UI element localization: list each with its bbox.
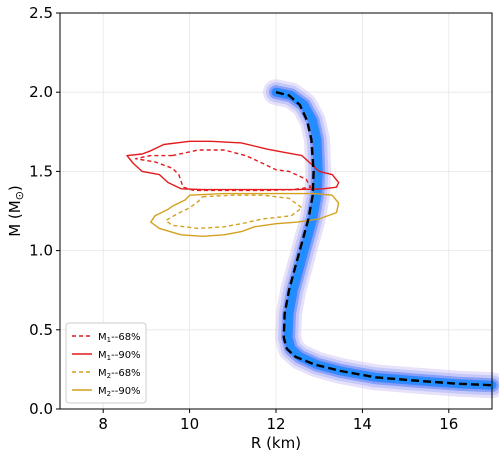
- legend-label: M2--90%: [98, 386, 141, 398]
- contour-m2-68-: [165, 194, 303, 230]
- legend-label: M1--68%: [98, 332, 141, 344]
- credible-contours: [126, 140, 340, 238]
- legend-label-sub: 1: [107, 354, 111, 362]
- legend-label-rest: --90%: [111, 386, 140, 397]
- x-axis-title: R (km): [251, 434, 301, 452]
- x-tick-label: 12: [266, 415, 285, 433]
- legend-label-main: M: [98, 386, 107, 397]
- contour-m1-90-: [126, 140, 340, 191]
- legend-label-main: M: [98, 332, 107, 343]
- y-tick-label: 2.5: [29, 4, 53, 22]
- legend: M1--68%M1--90%M2--68%M2--90%: [65, 322, 147, 404]
- legend-label: M2--68%: [98, 368, 141, 380]
- mass-radius-curve: [275, 91, 493, 387]
- x-tick-label: 10: [180, 415, 199, 433]
- y-tick-label: 1.5: [29, 162, 53, 180]
- legend-label-main: M: [98, 368, 107, 379]
- legend-label: M1--90%: [98, 350, 141, 362]
- x-tick-label: 14: [353, 415, 372, 433]
- y-tick-label: 0.5: [29, 321, 53, 339]
- y-axis-title-sub: ⊙: [13, 191, 26, 200]
- y-tick-label: 1.0: [29, 242, 53, 260]
- legend-box: [65, 322, 147, 404]
- legend-label-rest: --90%: [111, 350, 140, 361]
- legend-label-rest: --68%: [111, 368, 140, 379]
- x-tick-label: 16: [439, 415, 458, 433]
- legend-label-rest: --68%: [111, 332, 140, 343]
- legend-label-sub: 2: [107, 390, 111, 398]
- legend-label-sub: 1: [107, 336, 111, 344]
- y-axis-title-close: ): [6, 185, 24, 191]
- contour-m2-90-: [149, 192, 340, 238]
- legend-label-sub: 2: [107, 372, 111, 380]
- y-tick-label: 0.0: [29, 400, 53, 418]
- posterior-band: [263, 79, 499, 399]
- y-axis-ticks: 0.0 0.5 1.0 1.5 2.0 2.5: [29, 4, 60, 418]
- y-axis-title: M (M⊙): [6, 185, 26, 237]
- legend-label-main: M: [98, 350, 107, 361]
- y-axis-title-main: M (M: [6, 200, 24, 237]
- x-tick-label: 8: [98, 415, 108, 433]
- x-axis-ticks: 8 10 12 14 16: [98, 409, 458, 433]
- y-tick-label: 2.0: [29, 83, 53, 101]
- contour-m1-68-: [134, 149, 312, 192]
- mass-radius-line: [275, 91, 493, 387]
